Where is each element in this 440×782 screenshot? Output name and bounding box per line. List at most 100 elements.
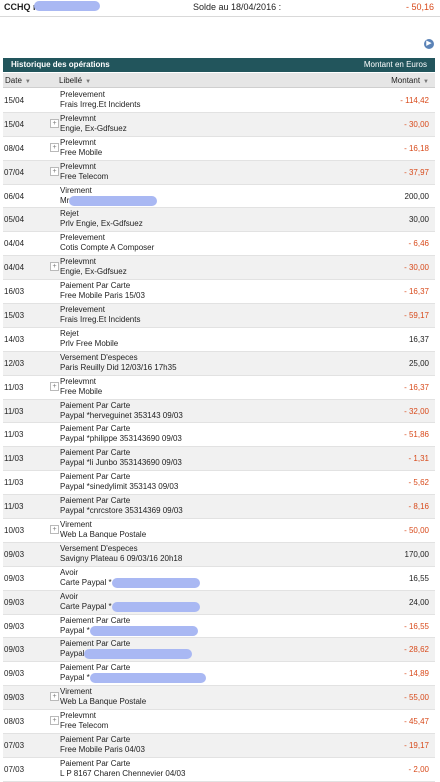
row-label-line1: Paiement Par Carte bbox=[60, 496, 131, 506]
sort-caret-icon: ▼ bbox=[423, 79, 429, 85]
table-row[interactable]: 14/03 Rejet Prlv Free Mobile 16,37 bbox=[3, 328, 435, 352]
expand-plus-icon[interactable]: + bbox=[50, 118, 59, 128]
row-label-line1: Paiement Par Carte bbox=[60, 639, 131, 649]
row-label-line2: Engie, Ex-Gdfsuez bbox=[60, 267, 127, 276]
table-row[interactable]: 09/03 Paiement Par Carte Paypal - 28,62 bbox=[3, 638, 435, 663]
row-label-line1: Virement bbox=[60, 687, 92, 697]
row-label-text: Carte Paypal * bbox=[60, 601, 112, 611]
row-label-line1: Prelevmnt bbox=[60, 161, 97, 171]
table-row[interactable]: 11/03 Paiement Par Carte Paypal *sinedylim… bbox=[3, 471, 435, 496]
table-row[interactable]: 11/03 Paiement Par Carte Paypal *cnrcstore… bbox=[3, 495, 435, 520]
table-row[interactable]: 04/04 Prelevement Cotis Compte A Composer -… bbox=[3, 232, 435, 257]
row-label-line1: Prelevement bbox=[60, 233, 105, 243]
table-row[interactable]: 07/03 Paiement Par Carte Free Mobile Paris… bbox=[3, 734, 435, 758]
row-label-text: Paypal *li Junbo 353143690 09/03 bbox=[60, 458, 182, 468]
table-row[interactable]: 09/03 Versement D'especes Savigny Plateau … bbox=[3, 542, 435, 567]
row-label-text: Free Telecom bbox=[60, 171, 109, 181]
table-row[interactable]: 09/03 Paiement Par Carte Paypal * - 16,55 bbox=[3, 615, 435, 639]
libelle-column-header[interactable]: Libellé ▼ bbox=[59, 76, 91, 85]
expand-plus-icon[interactable]: + bbox=[50, 262, 59, 272]
table-row[interactable]: 09/03 + Virement Web La Banque Postale - 55,… bbox=[3, 686, 435, 711]
row-date: 04/04 bbox=[4, 263, 25, 273]
table-row[interactable]: 15/04 Prelevement Frais Irreg.Et Incidents… bbox=[3, 89, 435, 113]
row-label-line2: Paypal *herveguinet 353143 09/03 bbox=[60, 411, 183, 420]
row-label-line1: Versement D'especes bbox=[60, 543, 138, 553]
row-label-text: L P 8167 Charen Chennevier 04/03 bbox=[60, 768, 186, 778]
row-label-line2: Savigny Plateau 6 09/03/16 20h18 bbox=[60, 554, 182, 563]
expand-plus-icon[interactable]: + bbox=[50, 166, 59, 176]
row-label-line2: Carte Paypal * bbox=[60, 601, 200, 612]
expand-plus-icon[interactable]: + bbox=[50, 716, 59, 726]
redacted-name bbox=[89, 625, 198, 636]
table-row[interactable]: 08/03 + Prelevmnt Free Telecom - 45,47 bbox=[3, 710, 435, 735]
row-date: 06/04 bbox=[4, 191, 25, 201]
date-column-header[interactable]: Date ▼ bbox=[5, 76, 31, 85]
table-row[interactable]: 07/03 Paiement Par Carte L P 8167 Charen C… bbox=[3, 758, 435, 782]
row-label-line2: Mr bbox=[60, 195, 158, 206]
row-date: 15/04 bbox=[4, 96, 25, 105]
montant-column-header[interactable]: Montant ▼ bbox=[391, 76, 429, 85]
row-label-line1: Rejet bbox=[60, 209, 79, 219]
table-row[interactable]: 05/04 Rejet Prlv Engie, Ex-Gdfsuez 30,00 bbox=[3, 208, 435, 233]
table-row[interactable]: 15/03 Prelevement Frais Irreg.Et Incidents… bbox=[3, 304, 435, 328]
row-label-line1: Versement D'especes bbox=[60, 352, 138, 362]
table-row[interactable]: 04/04 + Prelevmnt Engie, Ex-Gdfsuez - 30,00 bbox=[3, 256, 435, 281]
row-label-line2: Paypal *cnrcstore 35314369 09/03 bbox=[60, 506, 183, 515]
row-label-line2: Frais Irreg.Et Incidents bbox=[60, 100, 140, 109]
table-row[interactable]: 09/03 Avoir Carte Paypal * 24,00 bbox=[3, 590, 435, 615]
row-label-line1: Prelevmnt bbox=[60, 137, 97, 147]
row-date: 05/04 bbox=[4, 215, 25, 225]
row-date: 07/03 bbox=[4, 741, 25, 751]
row-amount: 16,55 bbox=[408, 573, 429, 583]
row-label-line1: Prelevement bbox=[60, 90, 105, 99]
row-label-text: Frais Irreg.Et Incidents bbox=[60, 315, 141, 325]
row-label-text: Prlv Free Mobile bbox=[60, 338, 119, 348]
row-label-line2: Web La Banque Postale bbox=[60, 530, 146, 539]
row-date: 04/04 bbox=[4, 239, 25, 249]
table-row[interactable]: 11/03 Paiement Par Carte Paypal *herveguin… bbox=[3, 399, 435, 424]
row-label-text: Engie, Ex-Gdfsuez bbox=[60, 123, 127, 133]
table-row[interactable]: 08/04 + Prelevmnt Free Mobile - 16,18 bbox=[3, 137, 435, 161]
table-row[interactable]: 12/03 Versement D'especes Paris Reuilly Di… bbox=[3, 351, 435, 376]
row-amount: - 37,97 bbox=[404, 167, 429, 177]
row-label-line1: Paiement Par Carte bbox=[60, 615, 131, 625]
row-label-line2: Free Telecom bbox=[60, 721, 108, 730]
play-icon[interactable]: ▶ bbox=[424, 39, 434, 49]
row-amount: - 1,31 bbox=[408, 454, 429, 464]
table-row[interactable]: 09/03 Paiement Par Carte Paypal * - 14,89 bbox=[3, 662, 435, 687]
row-label-text: Mr bbox=[60, 195, 70, 205]
row-label-text: Paypal bbox=[60, 649, 85, 659]
row-label-line1: Avoir bbox=[60, 591, 79, 601]
table-row[interactable]: 15/04 + Prelevmnt Engie, Ex-Gdfsuez - 30,00 bbox=[3, 112, 435, 137]
libelle-header-label: Libellé bbox=[59, 76, 83, 85]
row-label-line2: Free Telecom bbox=[60, 172, 108, 181]
table-row[interactable]: 10/03 + Virement Web La Banque Postale - 50,… bbox=[3, 519, 435, 543]
table-row[interactable]: 07/04 + Prelevmnt Free Telecom - 37,97 bbox=[3, 160, 435, 185]
row-amount: - 30,00 bbox=[404, 263, 429, 273]
row-label-text: Paypal *philippe 353143690 09/03 bbox=[60, 434, 182, 444]
table-row[interactable]: 09/03 Avoir Carte Paypal * 16,55 bbox=[3, 567, 435, 591]
expand-plus-icon[interactable]: + bbox=[50, 525, 59, 535]
table-row[interactable]: 11/03 + Prelevmnt Free Mobile - 16,37 bbox=[3, 376, 435, 400]
row-date: 10/03 bbox=[4, 526, 25, 536]
row-amount: - 50,00 bbox=[404, 526, 429, 536]
table-row[interactable]: 16/03 Paiement Par Carte Free Mobile Paris… bbox=[3, 280, 435, 305]
table-row[interactable]: 11/03 Paiement Par Carte Paypal *philippe … bbox=[3, 423, 435, 448]
row-label-line2: Engie, Ex-Gdfsuez bbox=[60, 124, 127, 133]
table-row[interactable]: 11/03 Paiement Par Carte Paypal *li Junbo … bbox=[3, 447, 435, 472]
balance-label: Solde au 18/04/2016 : bbox=[193, 2, 282, 12]
row-label-line1: Prelevmnt bbox=[60, 376, 97, 386]
redacted-account-number bbox=[34, 1, 100, 11]
expand-plus-icon[interactable]: + bbox=[50, 692, 59, 702]
row-label-text: Free Telecom bbox=[60, 721, 109, 731]
row-date: 08/03 bbox=[4, 717, 25, 727]
table-row[interactable]: 06/04 Virement Mr 200,00 bbox=[3, 185, 435, 209]
expand-plus-icon[interactable]: + bbox=[50, 381, 59, 391]
expand-plus-icon[interactable]: + bbox=[50, 142, 59, 152]
row-amount: - 14,89 bbox=[404, 669, 429, 679]
section-title: Historique des opérations bbox=[11, 60, 110, 69]
row-amount: - 16,37 bbox=[404, 382, 429, 392]
row-amount: - 55,00 bbox=[404, 693, 429, 703]
row-amount: - 32,00 bbox=[404, 406, 429, 416]
row-label-text: Paypal *cnrcstore 35314369 09/03 bbox=[60, 506, 183, 516]
